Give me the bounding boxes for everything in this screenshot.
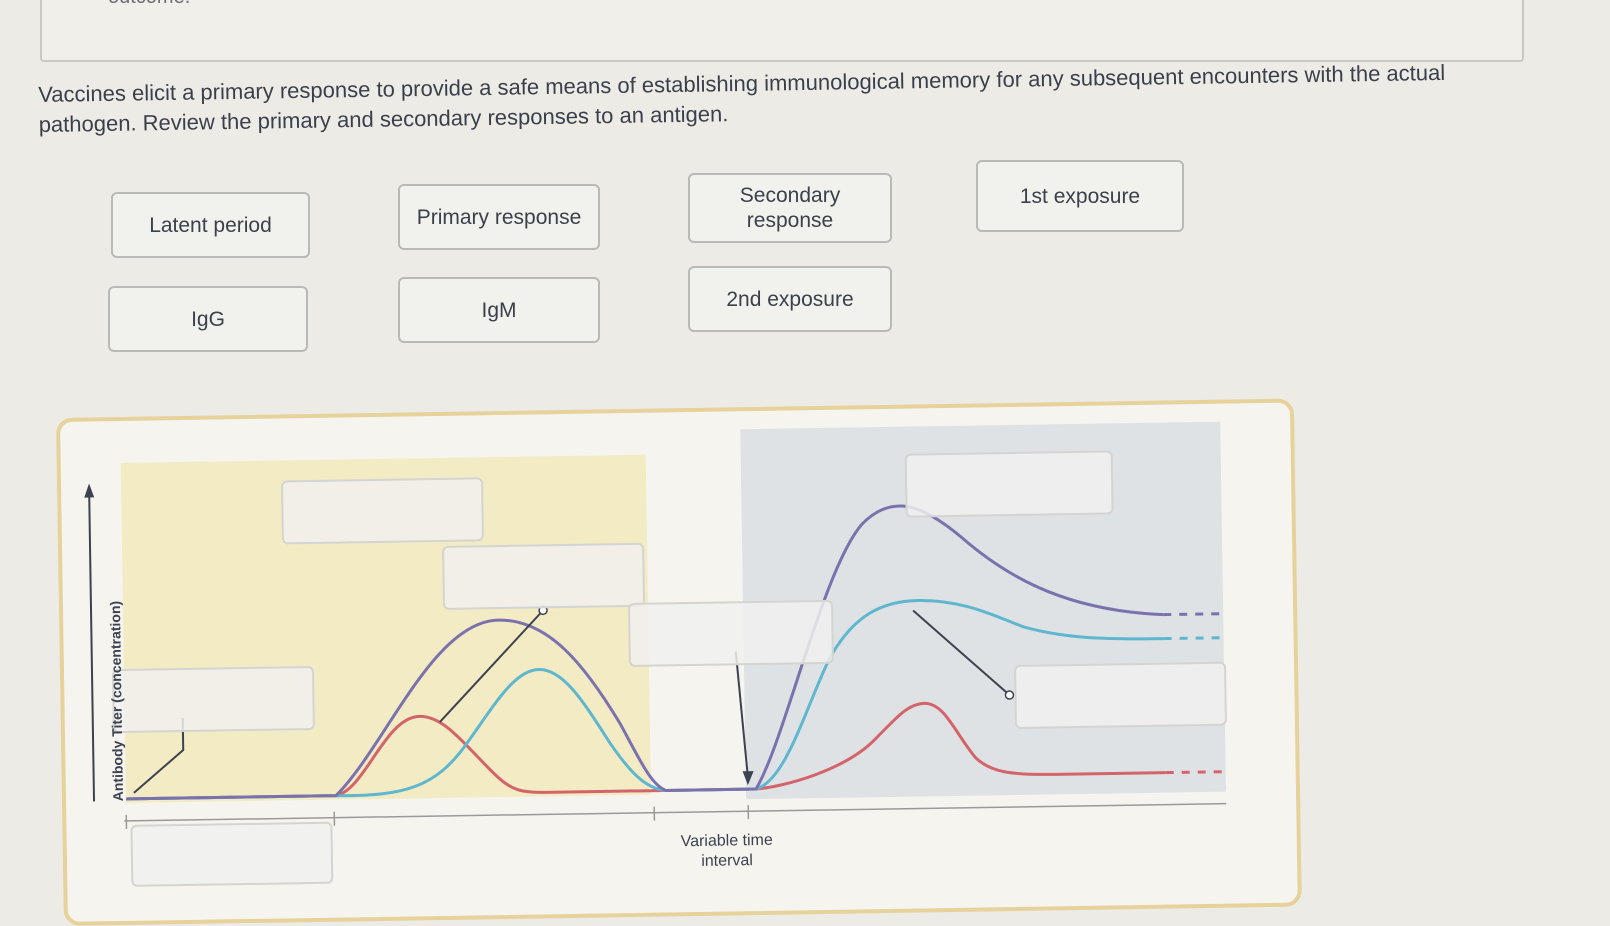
label-igm-text: IgM xyxy=(481,298,516,323)
drop-target-5[interactable] xyxy=(905,450,1114,517)
label-primary-response[interactable]: Primary response xyxy=(398,184,600,250)
y-axis-arrow-icon xyxy=(84,483,94,497)
label-second-exposure[interactable]: 2nd exposure xyxy=(688,266,892,332)
label-igg[interactable]: IgG xyxy=(108,286,308,352)
label-primary-response-text: Primary response xyxy=(417,205,582,230)
label-secondary-response[interactable]: Secondary response xyxy=(688,173,892,243)
label-latent-period-text: Latent period xyxy=(149,213,272,238)
question-prompt: Vaccines elicit a primary response to pr… xyxy=(38,56,1539,140)
label-latent-period[interactable]: Latent period xyxy=(111,192,310,258)
leader-dot-igg xyxy=(1005,691,1013,699)
variable-time-interval-label: Variable time interval xyxy=(667,831,788,873)
drop-target-4[interactable] xyxy=(628,600,834,667)
label-igg-text: IgG xyxy=(191,307,225,332)
antibody-response-diagram: Antibody Titer (concentration) Variable … xyxy=(56,399,1302,926)
header-fragment: outcome. xyxy=(108,0,190,9)
drop-target-2[interactable] xyxy=(442,543,645,610)
drop-target-3[interactable] xyxy=(112,666,315,733)
x-axis-baseline xyxy=(124,804,1226,821)
y-axis xyxy=(89,493,94,801)
previous-question-box: outcome. xyxy=(40,0,1524,62)
label-igm[interactable]: IgM xyxy=(398,277,600,343)
label-secondary-response-text: Secondary response xyxy=(720,183,860,233)
drop-target-7[interactable] xyxy=(130,822,333,887)
label-second-exposure-text: 2nd exposure xyxy=(726,287,853,312)
drop-target-1[interactable] xyxy=(281,477,484,544)
label-first-exposure[interactable]: 1st exposure xyxy=(976,160,1184,232)
label-first-exposure-text: 1st exposure xyxy=(1020,184,1140,209)
drop-target-6[interactable] xyxy=(1014,662,1227,729)
